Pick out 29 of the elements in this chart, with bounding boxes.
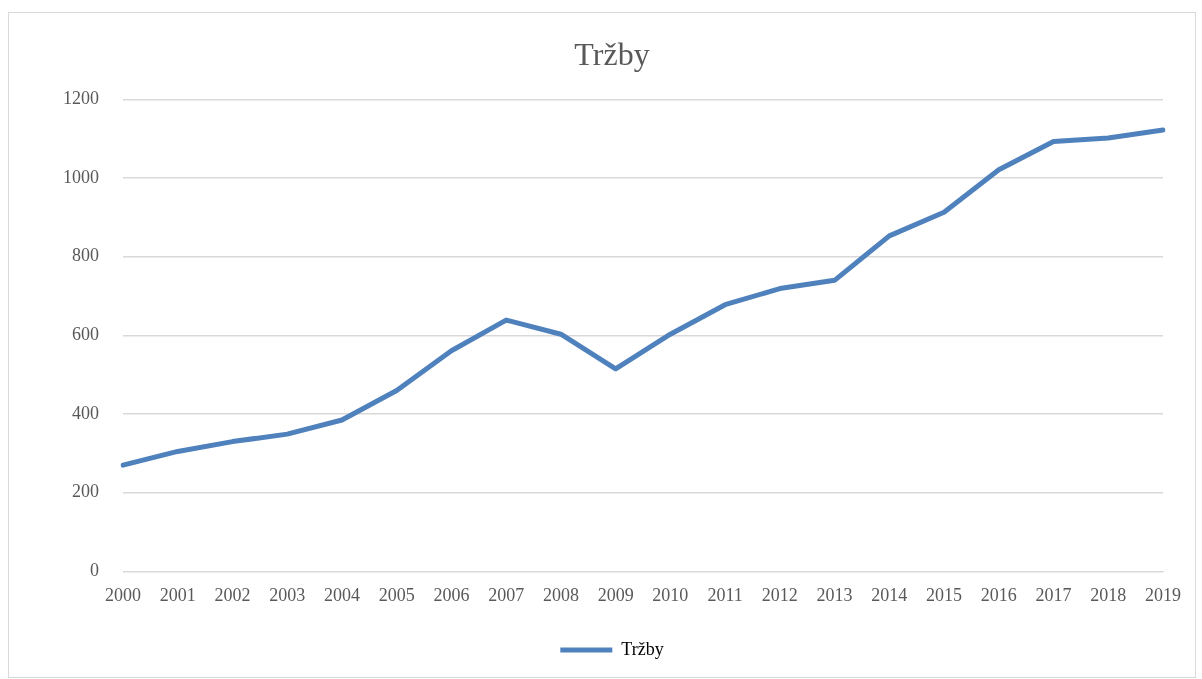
x-tick-label: 2018 [1090, 584, 1127, 605]
x-tick-label: 2008 [542, 584, 579, 605]
x-tick-label: 2015 [926, 584, 963, 605]
x-tick-label: 2017 [1035, 584, 1072, 605]
x-tick-label: 2003 [269, 584, 306, 605]
x-tick-label: 2013 [816, 584, 853, 605]
x-tick-label: 2006 [433, 584, 470, 605]
x-tick-label: 2019 [1145, 584, 1181, 605]
y-tick-label: 200 [72, 481, 99, 502]
x-tick-label: 2001 [159, 584, 196, 605]
x-tick-label: 2009 [597, 584, 634, 605]
y-tick-label: 0 [90, 560, 99, 581]
x-tick-label: 2014 [871, 584, 908, 605]
y-tick-label: 800 [72, 245, 99, 266]
x-tick-label: 2016 [980, 584, 1017, 605]
y-tick-label: 1000 [63, 166, 99, 187]
x-tick-label: 2011 [707, 584, 743, 605]
x-tick-label: 2007 [488, 584, 525, 605]
x-tick-label: 2000 [105, 584, 141, 605]
x-tick-label: 2002 [214, 584, 251, 605]
x-tick-label: 2005 [378, 584, 415, 605]
y-tick-label: 1200 [63, 88, 99, 109]
y-tick-label: 400 [72, 402, 99, 423]
x-tick-label: 2012 [761, 584, 798, 605]
x-tick-label: 2010 [652, 584, 689, 605]
x-tick-label: 2004 [323, 584, 360, 605]
y-tick-label: 600 [72, 324, 99, 345]
legend-label: Tržby [621, 638, 664, 659]
chart-title: Tržby [574, 35, 650, 72]
